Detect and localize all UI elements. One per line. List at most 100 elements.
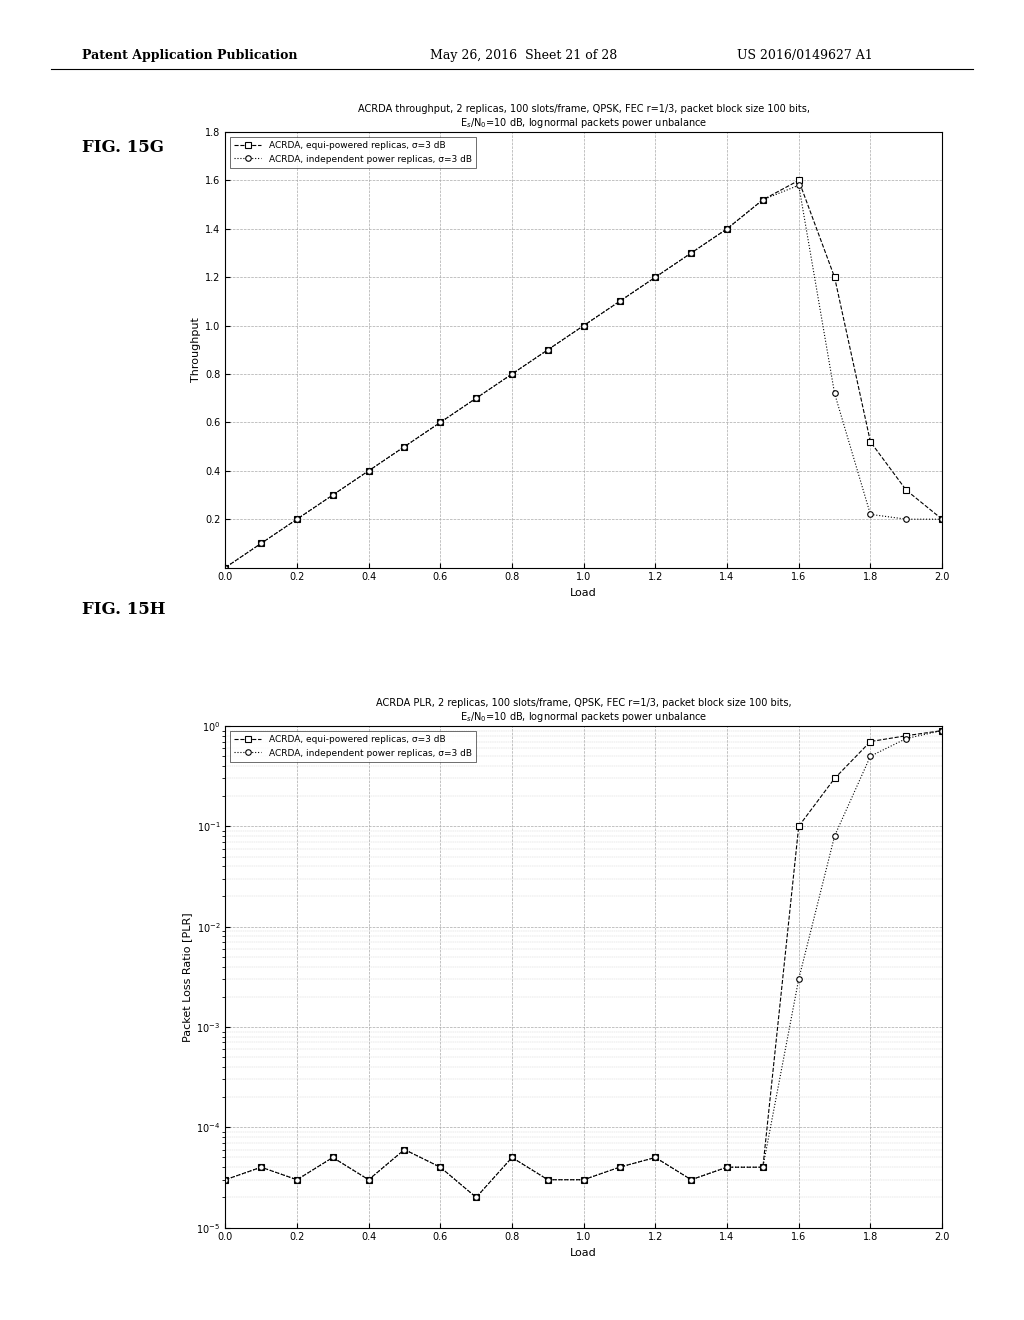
ACRDA, independent power replicas, σ=3 dB <box>219 1172 231 1188</box>
ACRDA, independent power replicas, σ=3 dB <box>291 511 303 527</box>
Text: FIG. 15G: FIG. 15G <box>82 139 164 156</box>
ACRDA, equi-powered replicas, σ=3 dB <box>613 1159 626 1175</box>
ACRDA, independent power replicas, σ=3 dB <box>613 293 626 309</box>
Text: Patent Application Publication: Patent Application Publication <box>82 49 297 62</box>
ACRDA, equi-powered replicas, σ=3 dB <box>828 771 841 787</box>
ACRDA, independent power replicas, σ=3 dB <box>542 1172 554 1188</box>
ACRDA, equi-powered replicas, σ=3 dB <box>936 722 948 738</box>
ACRDA, independent power replicas, σ=3 dB <box>828 828 841 843</box>
ACRDA, equi-powered replicas, σ=3 dB <box>291 511 303 527</box>
ACRDA, independent power replicas, σ=3 dB <box>613 1159 626 1175</box>
ACRDA, equi-powered replicas, σ=3 dB <box>542 342 554 358</box>
Line: ACRDA, equi-powered replicas, σ=3 dB: ACRDA, equi-powered replicas, σ=3 dB <box>222 727 945 1200</box>
Y-axis label: Packet Loss Ratio [PLR]: Packet Loss Ratio [PLR] <box>182 912 193 1041</box>
ACRDA, independent power replicas, σ=3 dB <box>900 511 912 527</box>
ACRDA, independent power replicas, σ=3 dB <box>470 391 482 407</box>
Title: ACRDA throughput, 2 replicas, 100 slots/frame, QPSK, FEC r=1/3, packet block siz: ACRDA throughput, 2 replicas, 100 slots/… <box>357 104 810 131</box>
Legend: ACRDA, equi-powered replicas, σ=3 dB, ACRDA, independent power replicas, σ=3 dB: ACRDA, equi-powered replicas, σ=3 dB, AC… <box>229 730 476 762</box>
Text: US 2016/0149627 A1: US 2016/0149627 A1 <box>737 49 873 62</box>
ACRDA, independent power replicas, σ=3 dB <box>649 269 662 285</box>
ACRDA, equi-powered replicas, σ=3 dB <box>649 269 662 285</box>
ACRDA, independent power replicas, σ=3 dB <box>864 748 877 764</box>
ACRDA, independent power replicas, σ=3 dB <box>864 507 877 523</box>
ACRDA, independent power replicas, σ=3 dB <box>685 246 697 261</box>
ACRDA, equi-powered replicas, σ=3 dB <box>578 1172 590 1188</box>
ACRDA, independent power replicas, σ=3 dB <box>398 438 411 454</box>
ACRDA, equi-powered replicas, σ=3 dB <box>506 366 518 381</box>
ACRDA, independent power replicas, σ=3 dB <box>757 191 769 207</box>
Text: FIG. 15H: FIG. 15H <box>82 601 166 618</box>
ACRDA, independent power replicas, σ=3 dB <box>255 1159 267 1175</box>
ACRDA, equi-powered replicas, σ=3 dB <box>470 391 482 407</box>
ACRDA, equi-powered replicas, σ=3 dB <box>757 191 769 207</box>
ACRDA, independent power replicas, σ=3 dB <box>327 1150 339 1166</box>
ACRDA, independent power replicas, σ=3 dB <box>936 511 948 527</box>
ACRDA, equi-powered replicas, σ=3 dB <box>506 1150 518 1166</box>
ACRDA, equi-powered replicas, σ=3 dB <box>362 1172 375 1188</box>
ACRDA, equi-powered replicas, σ=3 dB <box>434 1159 446 1175</box>
ACRDA, independent power replicas, σ=3 dB <box>327 487 339 503</box>
ACRDA, equi-powered replicas, σ=3 dB <box>219 560 231 576</box>
ACRDA, equi-powered replicas, σ=3 dB <box>900 727 912 743</box>
ACRDA, independent power replicas, σ=3 dB <box>470 1189 482 1205</box>
Line: ACRDA, equi-powered replicas, σ=3 dB: ACRDA, equi-powered replicas, σ=3 dB <box>222 178 945 570</box>
ACRDA, independent power replicas, σ=3 dB <box>362 463 375 479</box>
ACRDA, equi-powered replicas, σ=3 dB <box>578 318 590 334</box>
ACRDA, equi-powered replicas, σ=3 dB <box>470 1189 482 1205</box>
ACRDA, equi-powered replicas, σ=3 dB <box>362 463 375 479</box>
ACRDA, independent power replicas, σ=3 dB <box>721 220 733 236</box>
ACRDA, independent power replicas, σ=3 dB <box>542 342 554 358</box>
ACRDA, equi-powered replicas, σ=3 dB <box>721 220 733 236</box>
ACRDA, independent power replicas, σ=3 dB <box>721 1159 733 1175</box>
ACRDA, equi-powered replicas, σ=3 dB <box>327 1150 339 1166</box>
ACRDA, equi-powered replicas, σ=3 dB <box>542 1172 554 1188</box>
Line: ACRDA, independent power replicas, σ=3 dB: ACRDA, independent power replicas, σ=3 d… <box>222 182 945 570</box>
ACRDA, equi-powered replicas, σ=3 dB <box>649 1150 662 1166</box>
X-axis label: Load: Load <box>570 587 597 598</box>
ACRDA, equi-powered replicas, σ=3 dB <box>291 1172 303 1188</box>
ACRDA, independent power replicas, σ=3 dB <box>649 1150 662 1166</box>
ACRDA, equi-powered replicas, σ=3 dB <box>219 1172 231 1188</box>
ACRDA, equi-powered replicas, σ=3 dB <box>936 511 948 527</box>
ACRDA, independent power replicas, σ=3 dB <box>578 1172 590 1188</box>
ACRDA, independent power replicas, σ=3 dB <box>291 1172 303 1188</box>
ACRDA, independent power replicas, σ=3 dB <box>362 1172 375 1188</box>
ACRDA, equi-powered replicas, σ=3 dB <box>864 434 877 450</box>
ACRDA, independent power replicas, σ=3 dB <box>434 1159 446 1175</box>
ACRDA, equi-powered replicas, σ=3 dB <box>398 438 411 454</box>
ACRDA, independent power replicas, σ=3 dB <box>578 318 590 334</box>
ACRDA, equi-powered replicas, σ=3 dB <box>793 818 805 834</box>
ACRDA, equi-powered replicas, σ=3 dB <box>255 1159 267 1175</box>
ACRDA, equi-powered replicas, σ=3 dB <box>900 482 912 498</box>
ACRDA, independent power replicas, σ=3 dB <box>757 1159 769 1175</box>
ACRDA, equi-powered replicas, σ=3 dB <box>255 536 267 552</box>
Title: ACRDA PLR, 2 replicas, 100 slots/frame, QPSK, FEC r=1/3, packet block size 100 b: ACRDA PLR, 2 replicas, 100 slots/frame, … <box>376 698 792 725</box>
ACRDA, independent power replicas, σ=3 dB <box>936 722 948 738</box>
ACRDA, independent power replicas, σ=3 dB <box>900 730 912 746</box>
ACRDA, equi-powered replicas, σ=3 dB <box>613 293 626 309</box>
ACRDA, independent power replicas, σ=3 dB <box>219 560 231 576</box>
Y-axis label: Throughput: Throughput <box>190 317 201 383</box>
ACRDA, independent power replicas, σ=3 dB <box>398 1142 411 1158</box>
ACRDA, independent power replicas, σ=3 dB <box>506 366 518 381</box>
X-axis label: Load: Load <box>570 1247 597 1258</box>
Line: ACRDA, independent power replicas, σ=3 dB: ACRDA, independent power replicas, σ=3 d… <box>222 727 945 1200</box>
Legend: ACRDA, equi-powered replicas, σ=3 dB, ACRDA, independent power replicas, σ=3 dB: ACRDA, equi-powered replicas, σ=3 dB, AC… <box>229 136 476 168</box>
Text: May 26, 2016  Sheet 21 of 28: May 26, 2016 Sheet 21 of 28 <box>430 49 617 62</box>
ACRDA, equi-powered replicas, σ=3 dB <box>828 269 841 285</box>
ACRDA, independent power replicas, σ=3 dB <box>434 414 446 430</box>
ACRDA, equi-powered replicas, σ=3 dB <box>327 487 339 503</box>
ACRDA, independent power replicas, σ=3 dB <box>793 972 805 987</box>
ACRDA, equi-powered replicas, σ=3 dB <box>864 734 877 750</box>
ACRDA, equi-powered replicas, σ=3 dB <box>793 173 805 189</box>
ACRDA, equi-powered replicas, σ=3 dB <box>721 1159 733 1175</box>
ACRDA, equi-powered replicas, σ=3 dB <box>757 1159 769 1175</box>
ACRDA, equi-powered replicas, σ=3 dB <box>434 414 446 430</box>
ACRDA, independent power replicas, σ=3 dB <box>685 1172 697 1188</box>
ACRDA, independent power replicas, σ=3 dB <box>255 536 267 552</box>
ACRDA, equi-powered replicas, σ=3 dB <box>685 246 697 261</box>
ACRDA, independent power replicas, σ=3 dB <box>793 177 805 193</box>
ACRDA, equi-powered replicas, σ=3 dB <box>685 1172 697 1188</box>
ACRDA, equi-powered replicas, σ=3 dB <box>398 1142 411 1158</box>
ACRDA, independent power replicas, σ=3 dB <box>828 385 841 401</box>
